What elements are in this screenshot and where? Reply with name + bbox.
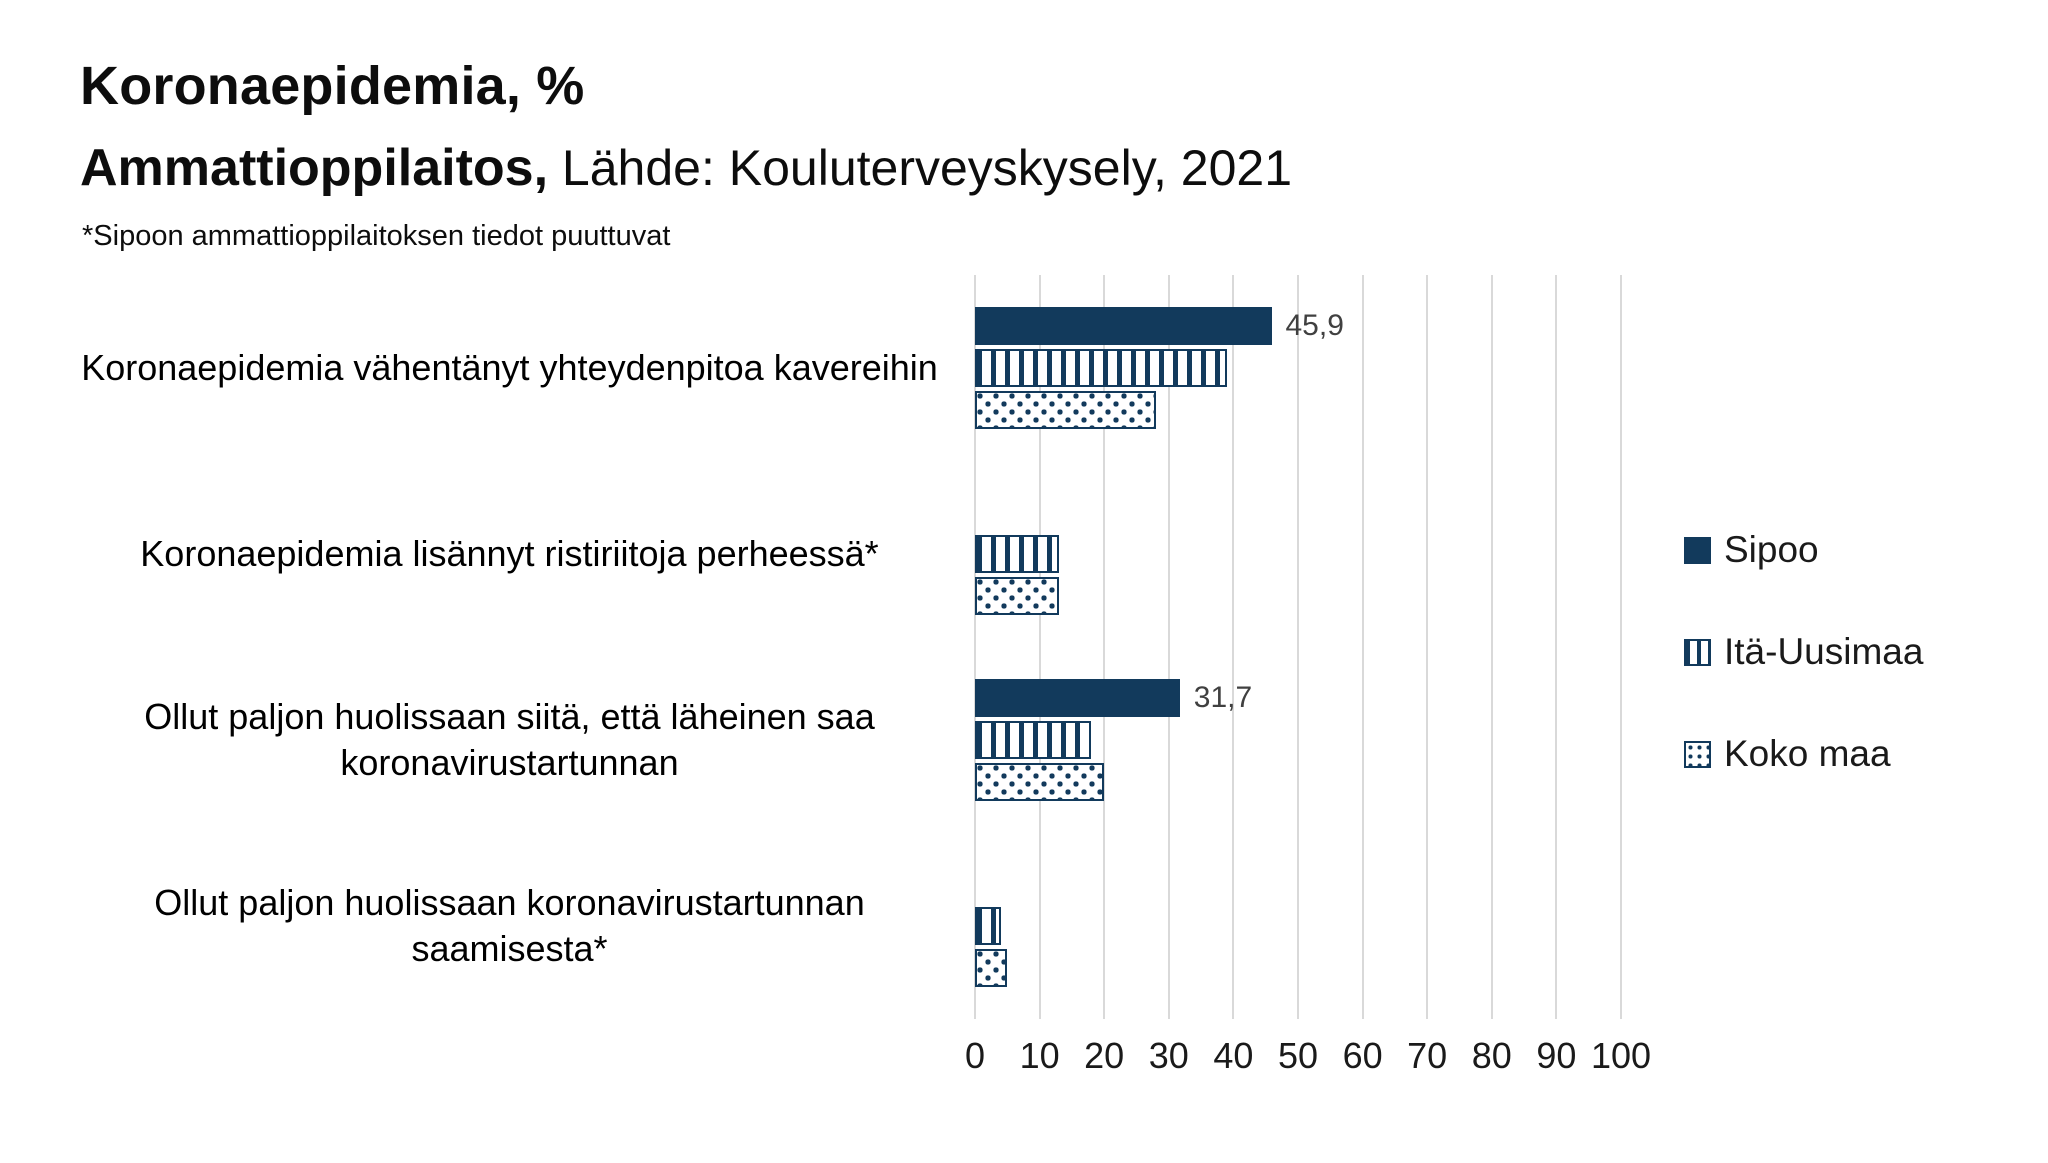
bar-slot-sipoo [975,865,1621,903]
chart-footnote: *Sipoon ammattioppilaitoksen tiedot puut… [82,220,671,252]
gridline-60 [1361,275,1364,1019]
category-row: Koronaepidemia vähentänyt yhteydenpitoa … [0,275,1621,461]
bar-slot-it-uusimaa [975,349,1621,387]
chart-subtitle-bold: Ammattioppilaitos, [80,139,549,197]
x-tick-90: 90 [1536,1035,1577,1076]
bar-koko-maa [975,949,1008,987]
gridline-80 [1490,275,1493,1019]
x-tick-20: 20 [1084,1035,1125,1076]
legend-item-koko-maa: Koko maa [1684,732,1923,776]
bar-it-uusimaa [975,535,1059,573]
bar-sipoo [975,679,1180,717]
gridline-40 [1232,275,1235,1019]
category-row: Ollut paljon huolissaan koronavirustartu… [0,833,1621,1019]
gridline-90 [1555,275,1558,1019]
category-label: Ollut paljon huolissaan koronavirustartu… [154,881,865,969]
bar-sipoo [975,307,1272,345]
category-bars [975,491,1621,617]
data-label: 31,7 [1193,681,1253,714]
x-tick-60: 60 [1342,1035,1383,1076]
legend-label: Sipoo [1724,529,1819,570]
legend-label: Koko maa [1724,733,1891,774]
bar-chart: Koronaepidemia vähentänyt yhteydenpitoa … [0,275,2048,1145]
chart-rows: Koronaepidemia vähentänyt yhteydenpitoa … [0,275,1621,1019]
gridline-70 [1426,275,1429,1019]
gridline-10 [1038,275,1041,1019]
category-bars [975,863,1621,989]
gridline-50 [1297,275,1299,1019]
chart-title: Koronaepidemia, % [80,56,585,116]
bar-slot-koko-maa [975,949,1621,987]
legend-swatch-dots-icon [1684,740,1711,768]
legend-swatch-vertical-stripes-icon [1684,638,1711,666]
gridlines [974,275,1622,1019]
category-bars: 31,7 [975,677,1621,803]
x-axis: 0 10 20 30 40 50 60 70 80 90 100 [965,1035,1651,1095]
bar-koko-maa [975,577,1059,615]
x-tick-70: 70 [1407,1035,1448,1076]
category-row: Koronaepidemia lisännyt ristiriitoja per… [0,461,1621,647]
bar-slot-sipoo [975,493,1621,531]
gridline-100 [1620,275,1622,1019]
bar-slot-koko-maa [975,763,1621,801]
legend-label: Itä-Uusimaa [1724,631,1924,672]
legend-item-sipoo: Sipoo [1684,528,1923,572]
gridline-20 [1103,275,1106,1019]
bar-slot-it-uusimaa [975,721,1621,759]
bar-slot-sipoo: 31,7 [975,679,1621,717]
x-tick-40: 40 [1213,1035,1254,1076]
bar-slot-it-uusimaa [975,535,1621,573]
bar-it-uusimaa [975,907,1001,945]
category-label: Koronaepidemia lisännyt ristiriitoja per… [140,532,879,574]
gridline-30 [1167,275,1170,1019]
data-label: 45,9 [1285,309,1344,342]
x-tick-100: 100 [1590,1035,1652,1076]
legend: Sipoo Itä-Uusimaa Koko maa [1684,528,1923,834]
legend-swatch-solid-icon [1684,536,1711,564]
category-label: Koronaepidemia vähentänyt yhteydenpitoa … [81,346,938,388]
x-tick-0: 0 [964,1035,986,1076]
legend-item-it-uusimaa: Itä-Uusimaa [1684,630,1923,674]
x-tick-10: 10 [1019,1035,1060,1076]
bar-it-uusimaa [975,721,1092,759]
category-row: Ollut paljon huolissaan siitä, että lähe… [0,647,1621,833]
bar-koko-maa [975,391,1156,429]
x-tick-80: 80 [1471,1035,1512,1076]
gridline-0 [974,275,976,1019]
x-tick-50: 50 [1277,1035,1319,1076]
bar-it-uusimaa [975,349,1227,387]
bar-slot-koko-maa [975,577,1621,615]
category-bars: 45,9 [975,305,1621,431]
x-tick-30: 30 [1148,1035,1189,1076]
category-label: Ollut paljon huolissaan siitä, että lähe… [144,695,875,783]
bar-slot-sipoo: 45,9 [975,307,1621,345]
bar-koko-maa [975,763,1105,801]
chart-subtitle-source: Lähde: Kouluterveyskysely, 2021 [548,140,1293,196]
chart-subtitle: Ammattioppilaitos, Lähde: Kouluterveysky… [80,138,1292,198]
bar-slot-koko-maa [975,391,1621,429]
bar-slot-it-uusimaa [975,907,1621,945]
